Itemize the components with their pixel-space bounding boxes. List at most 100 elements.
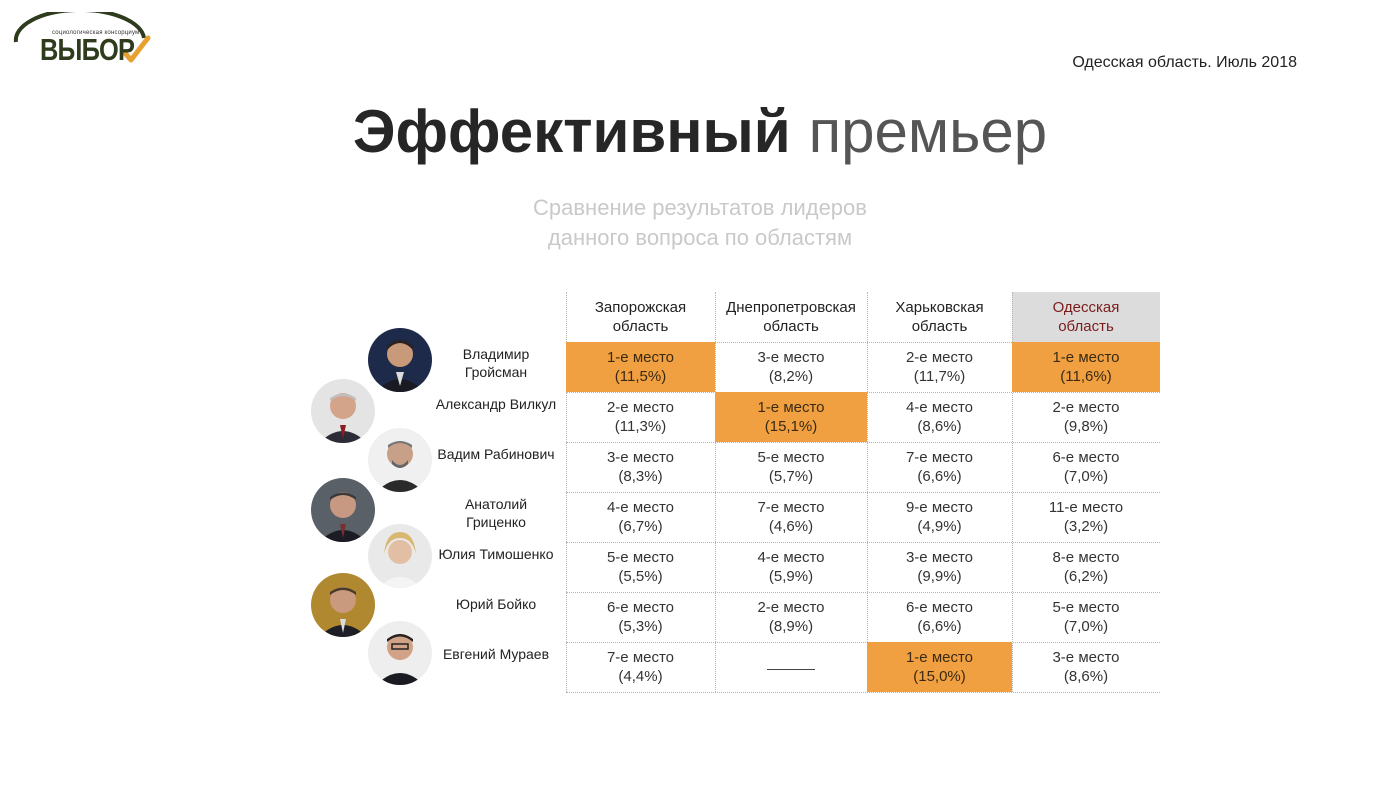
result-cell: 7-е место (6,6%) [867,442,1012,492]
result-percent: (6,7%) [618,518,663,535]
avatar-gritsenko [311,478,375,542]
result-cell: 4-е место (6,7%) [566,492,715,542]
result-cell: 4-е место (5,9%) [715,542,867,592]
table-row-divider [566,442,1160,443]
result-place: 6-е место [905,599,974,616]
result-place: 7-е место [905,449,974,466]
result-cell: 1-е место (11,5%) [566,342,715,392]
avatar-groysman [368,328,432,392]
result-percent: (11,6%) [1060,368,1112,385]
result-cell: 9-е место (4,9%) [867,492,1012,542]
col-header-zaporizhzhia: Запорожская область [566,292,715,342]
table-row-divider [566,542,1160,543]
candidate-name: Вадим Рабинович [426,442,566,492]
result-place: 1-е место [1052,349,1120,366]
result-percent: (15,0%) [913,668,966,685]
avatar-vilkul [311,379,375,443]
result-cell: 11-е место (3,2%) [1012,492,1160,542]
candidate-name: Анатолий Гриценко [426,492,566,542]
table-row-divider [566,342,1160,343]
result-percent: (5,7%) [768,468,814,485]
result-percent: (4,6%) [768,518,814,535]
candidate-name-line: Юрий Бойко [455,596,537,612]
result-place: 1-е место [905,649,974,666]
avatar-timoshenko [368,524,432,588]
result-cell: 1-е место (15,0%) [867,642,1012,692]
comparison-table: Запорожская область Днепропетровская облас… [426,292,1160,693]
result-percent: (8,9%) [768,618,814,635]
result-percent: (4,4%) [618,668,663,685]
col-header-line: Запорожская [594,299,687,316]
result-cell: 1-е место (11,6%) [1012,342,1160,392]
candidate-name-line: Владимир [462,346,530,362]
result-place: 5-е место [757,449,825,466]
result-place: 8-е место [1052,549,1120,566]
col-header-line: Днепропетровская [726,299,856,316]
col-header-line: область [763,318,819,335]
result-cell: 5-е место (7,0%) [1012,592,1160,642]
avatar-muraev [368,621,432,685]
result-cell: 2-е место (9,8%) [1012,392,1160,442]
title-light: премьер [808,98,1048,165]
result-percent: (7,0%) [1063,618,1109,635]
result-cell: 2-е место (11,3%) [566,392,715,442]
result-place: 5-е место [606,549,675,566]
col-header-kharkiv: Харьковская область [867,292,1012,342]
result-percent: (9,8%) [1063,418,1109,435]
result-percent: (4,9%) [917,518,962,535]
candidate-name-line: Юлия Тимошенко [438,546,554,562]
result-percent: (15,1%) [764,418,818,435]
result-percent: (5,3%) [618,618,663,635]
page-title: Эффективный премьер [0,92,1400,172]
result-place: 7-е место [757,499,825,516]
result-place: 7-е место [606,649,675,666]
candidate-name-line: Гриценко [466,514,526,530]
candidate-name-line: Вадим Рабинович [437,446,555,462]
candidate-name-line: Александр Вилкул [435,396,557,412]
result-cell: 6-е место (5,3%) [566,592,715,642]
col-header-line: Харьковская [895,299,984,316]
result-cell: 4-е место (8,6%) [867,392,1012,442]
result-place: 2-е место [757,599,825,616]
table-row-divider [566,692,1160,693]
col-header-line: область [911,318,968,335]
result-place: 3-е место [905,549,974,566]
subtitle-line-1: Сравнение результатов лидеров [533,195,867,220]
result-percent: (11,7%) [913,368,966,385]
candidate-name-line: Анатолий [464,496,528,512]
candidate-name: Евгений Мураев [426,642,566,692]
result-cell [715,642,867,692]
result-percent: (6,6%) [917,618,962,635]
result-cell: 3-е место (8,3%) [566,442,715,492]
result-place: 6-е место [1052,449,1120,466]
result-place: 6-е место [606,599,675,616]
result-percent: (7,0%) [1063,468,1109,485]
result-cell: 2-е место (8,9%) [715,592,867,642]
result-percent: (6,2%) [1063,568,1109,585]
table-row-divider [566,592,1160,593]
logo-arc-icon [13,12,151,63]
col-header-line: область [612,318,669,335]
page-subtitle: Сравнение результатов лидеров данного во… [0,193,1400,253]
result-place: 3-е место [757,349,825,366]
result-cell: 3-е место (8,2%) [715,342,867,392]
result-place: 4-е место [606,499,675,516]
result-percent: (8,6%) [1063,668,1109,685]
table-row-divider [566,492,1160,493]
company-logo: социологическая консорциум ВЫБОР [12,12,157,72]
col-header-odesa: Одесская область [1012,292,1160,342]
result-place: 3-е место [1052,649,1120,666]
col-header-line: область [1058,318,1114,335]
logo-small-text: социологическая консорциум [52,30,140,36]
result-place: 4-е место [905,399,974,416]
result-place: 3-е место [606,449,675,466]
col-header-line: Одесская [1052,299,1120,316]
result-place: 1-е место [606,349,675,366]
avatar-rabinovich [368,428,432,492]
col-header-dnipro: Днепропетровская область [715,292,867,342]
result-cell: 8-е место (6,2%) [1012,542,1160,592]
avatar-boyko [311,573,375,637]
result-place: 4-е место [757,549,825,566]
result-cell: 3-е место (9,9%) [867,542,1012,592]
candidate-name-line: Евгений Мураев [442,646,550,662]
